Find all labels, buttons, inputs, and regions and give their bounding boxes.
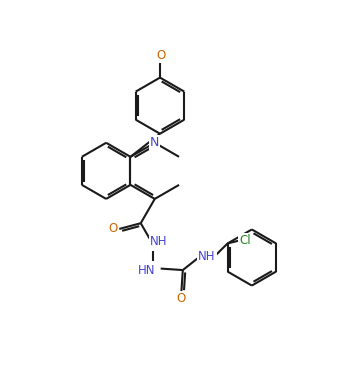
Text: NH: NH bbox=[198, 249, 216, 262]
Text: N: N bbox=[150, 136, 159, 149]
Text: O: O bbox=[177, 292, 186, 305]
Text: HN: HN bbox=[138, 264, 156, 277]
Text: O: O bbox=[157, 49, 166, 62]
Text: NH: NH bbox=[150, 235, 167, 249]
Text: Cl: Cl bbox=[239, 234, 251, 247]
Text: O: O bbox=[109, 222, 118, 235]
